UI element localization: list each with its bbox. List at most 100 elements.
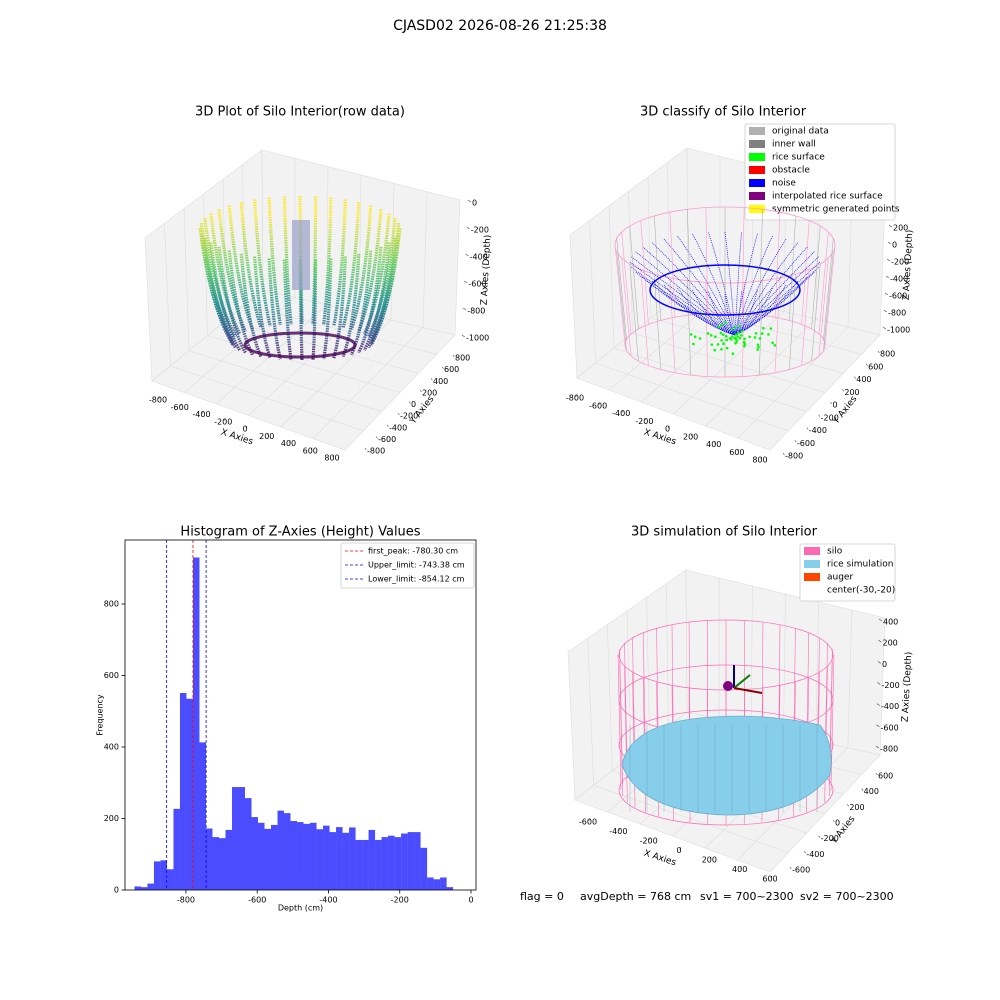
noise-ray [663,238,736,336]
wall-line [811,263,821,362]
tick-mark [464,280,468,284]
point-column [341,253,361,358]
legend-label: noise [772,179,796,189]
point-column [332,256,347,359]
tick-mark [878,618,882,622]
point-column [209,213,242,335]
y-tick-label: 400 [104,742,119,751]
noise-ring [649,264,801,316]
legend-box [340,542,475,589]
wall-line [669,277,676,373]
bar [316,829,324,890]
wall-line [629,225,639,330]
tick-mark [575,394,578,398]
tick-mark [201,411,204,414]
tick-mark [332,454,335,458]
tick-mark [832,819,835,823]
x-tick-label: -400 [612,409,630,418]
bar [205,828,213,890]
point-column [239,201,263,328]
z-tick-label: 400 [883,618,898,627]
tick-mark [430,378,433,381]
bar [297,822,304,890]
x-tick-label: 0 [676,846,681,855]
rice-point [757,345,760,349]
tick-mark [875,772,878,776]
y-tick-label: -400 [809,426,827,435]
status-text: sv1 = 700~2300 [700,890,794,903]
x-tick-label: -400 [192,410,210,419]
point-column [282,196,293,325]
bar [407,832,415,890]
bar [212,837,219,890]
rice-point [689,333,693,336]
y-tick-label: -600 [797,439,815,448]
tick-mark [882,326,886,330]
tick-mark [618,828,621,831]
point-column [253,256,272,359]
pane-grid [847,609,853,748]
pane-grid [667,162,670,304]
status-text: sv2 = 700~2300 [800,890,894,903]
tick-mark [386,424,389,427]
bar [433,879,441,890]
wall-line [629,263,639,362]
x-tick-label: 400 [706,440,721,449]
wall-line [669,212,676,318]
wall-line [614,244,626,346]
y-tick-label: 0 [411,400,416,409]
axis-label: X Axies [642,849,677,869]
wall-line [653,274,662,370]
tick-mark [310,447,313,450]
pane-grid [608,205,615,349]
wall-line [742,282,745,377]
tick-mark [740,866,742,869]
y-tick-label: 800 [455,354,470,363]
y-tick-label: -200 [400,412,418,421]
pane-grid [358,174,362,313]
rice-point [743,344,746,348]
status-text: avgDepth = 768 cm [580,890,691,903]
tick-mark [461,334,465,338]
tick-mark [877,682,881,685]
x-tick-label: 200 [702,856,717,865]
point-column [203,237,237,349]
bar [244,798,252,890]
plot-frame [124,539,477,891]
tick-mark [649,837,651,841]
pane-grid [422,191,428,328]
bar [420,847,428,890]
y-tick-label: -200 [821,834,839,843]
z-tick-label: 200 [883,639,898,648]
legend-swatch [804,547,820,555]
rice-point [725,346,729,350]
z-tick-label: -400 [881,702,899,711]
bar [251,817,259,890]
x-tick-label: -200 [391,896,409,905]
bar [394,837,402,890]
tick-mark [621,410,624,413]
bar [166,869,174,890]
rice-point [720,323,723,327]
wall-line [640,269,649,366]
rice-point [756,348,759,351]
legend-label: symmetric generated points [772,205,900,215]
pane-grid [164,223,171,366]
point-column [227,250,254,356]
point-column [367,217,397,338]
y-tick-label: 400 [864,787,879,796]
point-column [203,217,237,338]
bar [140,887,148,890]
bar [199,742,206,890]
axis-label: X Axies [219,428,254,448]
point-column [341,202,361,328]
rice-point [731,352,735,356]
noise-ray [642,246,736,336]
tick-mark [644,418,647,421]
bar [186,698,193,890]
rice-point [760,332,764,335]
noise-ray [734,261,821,336]
x-axis-label: Depth (cm) [278,904,323,913]
tick-mark [878,639,882,643]
axis-label: Y Axies [829,814,858,847]
